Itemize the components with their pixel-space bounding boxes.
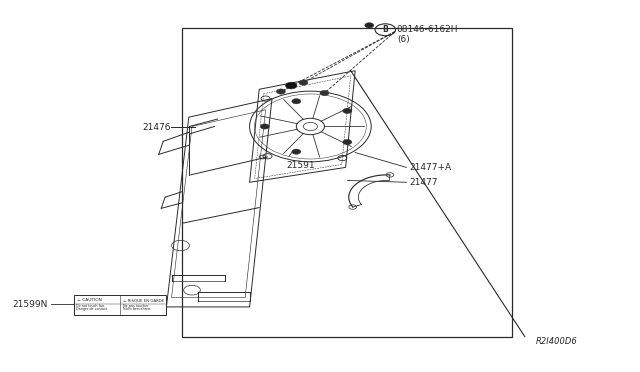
Circle shape	[260, 124, 269, 129]
Circle shape	[292, 99, 301, 104]
Circle shape	[343, 108, 352, 113]
Bar	[182, 28, 512, 337]
Circle shape	[320, 90, 329, 96]
Text: Danger de contact.: Danger de contact.	[76, 307, 108, 311]
Circle shape	[299, 80, 308, 85]
Circle shape	[276, 89, 285, 94]
Text: 08146-6162H: 08146-6162H	[397, 25, 458, 34]
Text: Nicht beruehren.: Nicht beruehren.	[123, 307, 151, 311]
Text: Do not touch fan.: Do not touch fan.	[76, 304, 106, 308]
Text: ⚠ RISQUE EN GARDE: ⚠ RISQUE EN GARDE	[123, 298, 164, 302]
Text: ⚠ CAUTION: ⚠ CAUTION	[77, 298, 102, 302]
Text: 21591: 21591	[286, 161, 315, 170]
Bar	[74, 295, 166, 315]
Text: R2I400D6: R2I400D6	[536, 337, 578, 346]
Text: 21476: 21476	[142, 123, 171, 132]
Circle shape	[292, 149, 301, 154]
Text: 21477: 21477	[410, 178, 438, 187]
Circle shape	[285, 82, 297, 89]
Text: (6): (6)	[397, 35, 410, 44]
Text: B: B	[383, 25, 388, 34]
Text: 21599N: 21599N	[13, 300, 48, 309]
Circle shape	[343, 140, 352, 145]
Circle shape	[365, 23, 374, 28]
Text: 21477+A: 21477+A	[410, 163, 452, 172]
Text: Ne pas toucher.: Ne pas toucher.	[123, 304, 149, 308]
